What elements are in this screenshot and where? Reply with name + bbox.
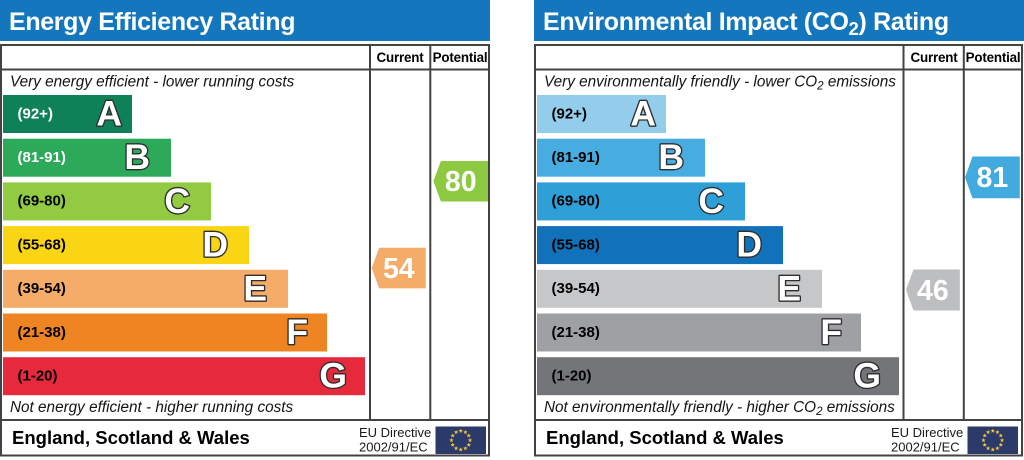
svg-text:(81-91): (81-91) [18, 149, 66, 166]
svg-text:(39-54): (39-54) [18, 280, 66, 297]
svg-text:F: F [286, 312, 308, 352]
svg-text:E: E [243, 268, 267, 308]
svg-text:C: C [698, 181, 724, 221]
svg-text:England, Scotland & Wales: England, Scotland & Wales [12, 427, 250, 448]
svg-text:(21-38): (21-38) [552, 324, 600, 341]
svg-text:(92+): (92+) [552, 105, 587, 122]
svg-text:2002/91/EC: 2002/91/EC [891, 440, 960, 455]
svg-text:Energy Efficiency Rating: Energy Efficiency Rating [9, 8, 295, 36]
svg-text:A: A [630, 94, 656, 134]
svg-text:(39-54): (39-54) [552, 280, 600, 297]
svg-text:46: 46 [917, 275, 949, 307]
svg-text:(1-20): (1-20) [552, 368, 592, 385]
svg-text:E: E [777, 268, 801, 308]
svg-text:2002/91/EC: 2002/91/EC [359, 440, 428, 455]
svg-text:(92+): (92+) [18, 105, 53, 122]
svg-text:Potential: Potential [966, 50, 1021, 65]
svg-text:G: G [319, 356, 347, 396]
svg-text:G: G [853, 356, 881, 396]
svg-text:B: B [124, 137, 150, 177]
svg-text:C: C [164, 181, 190, 221]
svg-text:A: A [96, 94, 122, 134]
svg-text:England, Scotland & Wales: England, Scotland & Wales [546, 427, 784, 448]
svg-text:Not energy efficient - higher: Not energy efficient - higher running co… [10, 399, 293, 416]
svg-text:Current: Current [911, 50, 959, 65]
svg-text:81: 81 [977, 162, 1009, 194]
svg-text:Very energy efficient - lower: Very energy efficient - lower running co… [10, 74, 295, 91]
svg-text:Not environmentally friendly -: Not environmentally friendly - higher CO… [544, 399, 895, 418]
svg-text:(69-80): (69-80) [552, 193, 600, 210]
svg-text:D: D [736, 225, 762, 265]
svg-text:(55-68): (55-68) [552, 236, 600, 253]
svg-text:54: 54 [383, 253, 415, 285]
svg-text:Current: Current [377, 50, 425, 65]
svg-text:Potential: Potential [433, 50, 488, 65]
svg-text:B: B [658, 137, 684, 177]
svg-text:(1-20): (1-20) [18, 368, 58, 385]
svg-text:F: F [820, 312, 842, 352]
svg-text:(81-91): (81-91) [552, 149, 600, 166]
svg-text:EU Directive: EU Directive [359, 425, 431, 440]
svg-text:Very environmentally friendly: Very environmentally friendly - lower CO… [544, 74, 896, 93]
svg-text:(69-80): (69-80) [18, 193, 66, 210]
svg-text:80: 80 [445, 166, 477, 198]
svg-text:Environmental Impact (CO2​) Ra: Environmental Impact (CO2​) Rating [543, 8, 949, 39]
svg-text:D: D [202, 225, 228, 265]
svg-text:(55-68): (55-68) [18, 236, 66, 253]
svg-text:EU Directive: EU Directive [891, 425, 963, 440]
svg-text:(21-38): (21-38) [18, 324, 66, 341]
